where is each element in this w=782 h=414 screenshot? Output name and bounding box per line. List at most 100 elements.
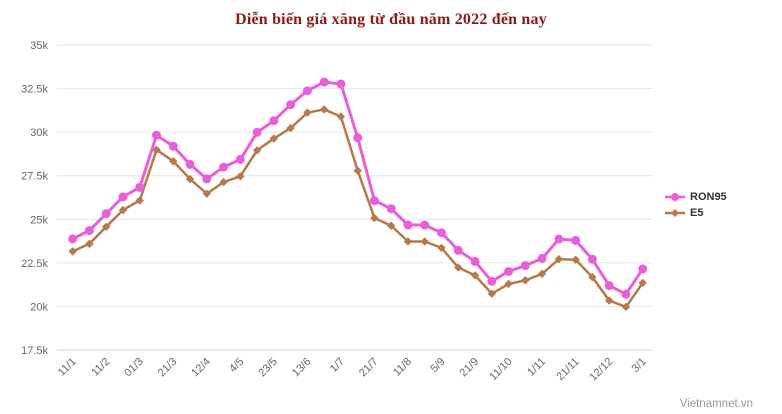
- x-axis-label: 21/7: [357, 356, 381, 380]
- data-point-e5[interactable]: [303, 108, 312, 117]
- x-axis-label: 11/2: [89, 356, 112, 379]
- data-point-e5[interactable]: [554, 254, 564, 264]
- legend: RON95 E5: [664, 190, 727, 220]
- data-point-e5[interactable]: [236, 172, 245, 181]
- x-axis-label: 21/3: [156, 356, 180, 380]
- data-point-e5[interactable]: [537, 269, 547, 278]
- data-point-e5[interactable]: [521, 276, 530, 285]
- data-point-ron95[interactable]: [520, 261, 530, 271]
- data-point-ron95[interactable]: [604, 281, 614, 291]
- data-point-ron95[interactable]: [319, 77, 329, 87]
- data-point-ron95[interactable]: [152, 130, 162, 140]
- y-axis-label: 17.5k: [21, 345, 48, 357]
- x-axis-label: 1/11: [525, 356, 548, 379]
- data-point-ron95[interactable]: [504, 266, 514, 276]
- legend-marker-e5-icon: [665, 209, 685, 217]
- data-point-ron95[interactable]: [168, 141, 178, 151]
- data-point-e5[interactable]: [185, 174, 195, 184]
- data-point-ron95[interactable]: [286, 100, 296, 110]
- data-point-e5[interactable]: [437, 243, 446, 253]
- data-point-ron95[interactable]: [369, 196, 379, 206]
- data-point-e5[interactable]: [336, 112, 346, 121]
- data-point-ron95[interactable]: [269, 116, 279, 126]
- data-point-ron95[interactable]: [487, 276, 497, 286]
- data-point-e5[interactable]: [504, 279, 513, 289]
- x-axis-label: 12/12: [587, 356, 615, 384]
- x-axis-label: 23/5: [256, 356, 280, 380]
- data-point-e5[interactable]: [135, 196, 144, 205]
- data-point-ron95[interactable]: [118, 192, 128, 202]
- y-axis-label: 35k: [30, 40, 48, 52]
- data-point-e5[interactable]: [319, 105, 329, 114]
- data-point-e5[interactable]: [152, 145, 161, 155]
- data-point-ron95[interactable]: [621, 289, 631, 299]
- data-point-e5[interactable]: [420, 237, 429, 246]
- data-point-ron95[interactable]: [202, 174, 212, 184]
- data-point-ron95[interactable]: [68, 234, 78, 244]
- data-point-e5[interactable]: [487, 289, 497, 298]
- data-point-ron95[interactable]: [336, 79, 346, 89]
- data-point-e5[interactable]: [68, 247, 77, 256]
- legend-symbol: [671, 209, 679, 217]
- data-point-ron95[interactable]: [302, 86, 312, 96]
- legend-symbol: [671, 193, 679, 201]
- data-point-ron95[interactable]: [571, 235, 581, 245]
- data-point-e5[interactable]: [571, 255, 580, 264]
- data-point-e5[interactable]: [118, 205, 128, 215]
- watermark: Vietnamnet.vn: [679, 398, 753, 410]
- data-point-ron95[interactable]: [219, 162, 229, 172]
- data-point-e5[interactable]: [621, 302, 631, 312]
- data-point-ron95[interactable]: [252, 127, 262, 137]
- data-point-e5[interactable]: [102, 222, 111, 231]
- data-point-e5[interactable]: [169, 157, 178, 166]
- data-point-e5[interactable]: [202, 189, 212, 198]
- x-axis-label: 11/8: [391, 356, 414, 379]
- x-axis-label: 12/4: [189, 356, 213, 380]
- data-point-ron95[interactable]: [554, 234, 564, 244]
- data-point-e5[interactable]: [370, 213, 379, 223]
- data-point-e5[interactable]: [269, 134, 279, 143]
- chart-title: Diễn biến giá xăng từ đầu năm 2022 đến n…: [235, 11, 547, 28]
- x-axis-label: 13/6: [290, 356, 314, 380]
- data-point-ron95[interactable]: [84, 225, 94, 235]
- data-point-e5[interactable]: [470, 271, 480, 280]
- data-point-e5[interactable]: [588, 272, 597, 282]
- legend-label-e5: E5: [690, 207, 704, 219]
- x-axis-label: 11/10: [487, 356, 514, 383]
- data-point-ron95[interactable]: [420, 220, 430, 230]
- data-point-ron95[interactable]: [403, 220, 413, 230]
- data-point-e5[interactable]: [604, 296, 614, 305]
- data-point-ron95[interactable]: [185, 159, 195, 169]
- x-axis-label: 1/7: [328, 356, 347, 375]
- y-axis-label: 32.5k: [21, 84, 48, 96]
- data-point-e5[interactable]: [85, 239, 94, 248]
- y-axis-label: 20k: [30, 301, 48, 313]
- x-axis-label: 4/5: [227, 356, 246, 375]
- data-point-e5[interactable]: [387, 221, 396, 230]
- data-point-ron95[interactable]: [453, 245, 463, 255]
- data-point-e5[interactable]: [286, 123, 295, 133]
- data-point-ron95[interactable]: [386, 204, 396, 214]
- data-point-e5[interactable]: [403, 237, 413, 246]
- data-point-e5[interactable]: [252, 146, 262, 155]
- data-point-ron95[interactable]: [235, 154, 245, 164]
- data-point-e5[interactable]: [638, 278, 647, 288]
- legend-item-ron95[interactable]: RON95: [664, 190, 727, 204]
- data-point-e5[interactable]: [353, 166, 362, 175]
- x-axis-label: 01/3: [122, 356, 146, 380]
- data-point-ron95[interactable]: [537, 253, 547, 263]
- data-point-ron95[interactable]: [587, 254, 597, 264]
- data-point-ron95[interactable]: [470, 256, 480, 266]
- data-point-ron95[interactable]: [638, 264, 648, 274]
- x-axis-label: 3/1: [630, 356, 649, 375]
- data-point-e5[interactable]: [454, 263, 463, 272]
- data-point-ron95[interactable]: [437, 228, 447, 238]
- data-point-ron95[interactable]: [101, 209, 111, 219]
- y-axis-label: 25k: [30, 214, 48, 226]
- data-point-e5[interactable]: [219, 177, 228, 187]
- data-point-ron95[interactable]: [353, 133, 363, 143]
- data-point-ron95[interactable]: [135, 182, 145, 192]
- legend-item-e5[interactable]: E5: [664, 206, 727, 220]
